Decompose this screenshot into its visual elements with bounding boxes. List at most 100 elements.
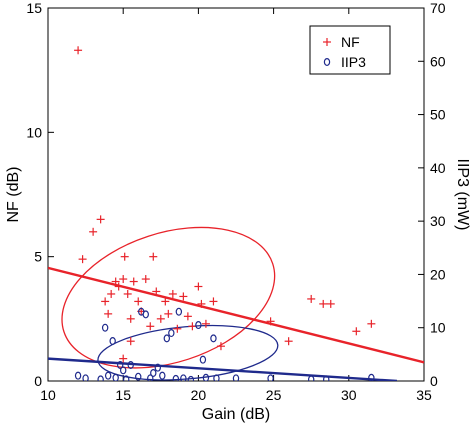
y-right-tick-label: 30 [430,213,446,229]
y-left-axis-title: NF (dB) [5,167,22,223]
y-right-tick-label: 0 [430,373,438,389]
nf-point [114,282,123,291]
iip3-point [232,374,240,381]
iip3-point [112,373,119,381]
nf-point [209,297,218,306]
x-tick-label: 35 [416,387,432,403]
iip3-point [116,361,124,370]
nf-point [188,322,197,331]
series-marks [48,46,424,381]
nf-point [194,282,203,291]
iip3-point [168,329,175,338]
legend-plus-marker [323,38,331,46]
nf-point [123,289,132,298]
iip3-point [187,375,195,381]
iip3-point [175,307,183,316]
y-right-tick-label: 10 [430,320,446,336]
nf-point [74,46,83,55]
iip3-point [159,371,166,380]
iip3-point [142,310,149,319]
data-layer [48,46,424,381]
plot-area [47,7,425,382]
nf-point [107,289,116,298]
nf-point [197,299,206,308]
iip3-point [210,334,217,343]
x-tick-label: 10 [40,387,56,403]
legend-iip3-label: IIP3 [341,54,366,70]
iip3-point [199,355,207,364]
nf-point [129,277,138,286]
iip3-point [213,374,220,381]
nf-point [173,324,182,333]
plot-frame [47,7,425,382]
nf-point [367,319,376,328]
iip3-point [368,373,375,381]
iip3-point [123,375,130,381]
iip3-point [308,375,315,381]
iip3-point [172,374,180,381]
nf-point [101,297,110,306]
iip3-point [119,366,127,375]
nf-point [104,309,113,318]
iip3-point [150,369,157,378]
y-right-tick-label: 40 [430,160,446,176]
nf-point [161,297,170,306]
nf-point [168,289,177,298]
nf-point [126,314,135,323]
nf-point [119,354,128,363]
y-right-axis-title: IIP3 (mW) [454,159,471,231]
nf-point [152,287,161,296]
nf-point [111,277,120,286]
y-left-tick-label: 10 [26,124,42,140]
nf-point [120,252,129,261]
nf-point [141,275,150,284]
iip3-point [104,371,112,380]
y-left-tick-label: 5 [34,249,42,265]
iip3-point [154,363,161,372]
nf-point [266,317,275,326]
legend-nf-label: NF [341,34,360,50]
nf-point [146,322,155,331]
y-right-tick-label: 50 [430,107,446,123]
nf-point [134,297,143,306]
nf-point [96,215,105,224]
ellipse-iip3 [97,324,279,381]
nf-point [183,312,192,321]
iip3-point [323,375,330,381]
nf-point [307,294,316,303]
nf-point [156,314,165,323]
nf-point [149,252,158,261]
iip3-point [127,361,134,370]
ellipse-nf [61,226,276,369]
legend-box [309,25,391,75]
y-left-tick-label: 0 [34,373,42,389]
iip3-point [267,374,274,381]
iip3-point [163,334,171,343]
nf-point [89,227,98,236]
nf-point [216,342,225,351]
iip3-point [135,372,142,381]
y-right-tick-label: 70 [430,0,446,16]
iip3-point [202,373,210,381]
iip3-point [195,321,202,330]
x-tick-label: 30 [341,387,357,403]
iip3-point [82,374,89,381]
nf-point [201,319,210,328]
nf-point [164,309,173,318]
iip3-point [109,337,116,346]
legend-iip3-marker [323,57,331,66]
x-axis-title: Gain (dB) [202,406,270,423]
nf-point [352,327,361,336]
fit-line-iip3 [48,357,398,381]
x-tick-label: 20 [191,387,207,403]
iip3-point [101,323,109,332]
iip3-point [147,374,154,381]
nf-point [179,292,188,301]
nf-point [119,275,128,284]
y-right-tick-label: 20 [430,266,446,282]
nf-point [326,299,335,308]
nf-point [319,299,328,308]
legend: NF IIP3 [309,25,391,75]
x-tick-label: 15 [115,387,131,403]
